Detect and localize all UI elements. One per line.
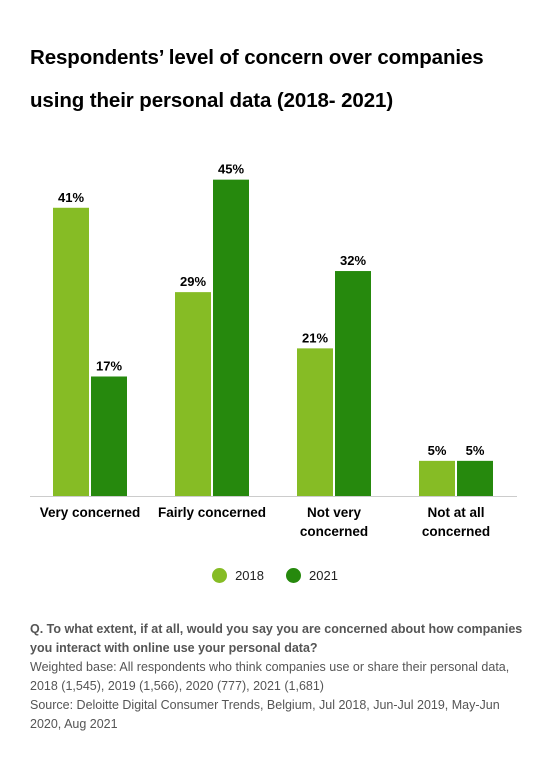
- data-label-2021-1: 45%: [218, 162, 244, 177]
- category-label-2-line-0: Not very: [307, 505, 362, 520]
- category-label-0-line-0: Very concerned: [40, 505, 141, 520]
- bar-2018-3: [419, 460, 455, 496]
- legend-item-2021[interactable]: 2021: [286, 568, 338, 583]
- data-label-2021-3: 5%: [466, 443, 485, 458]
- bar-2021-3: [457, 460, 493, 496]
- bar-2018-2: [297, 348, 333, 496]
- data-label-2018-1: 29%: [180, 274, 206, 289]
- bar-chart: 41% 17% Very concerned 29% 45% Fairly concern…: [30, 162, 517, 539]
- data-label-2018-3: 5%: [428, 443, 447, 458]
- chart-legend: 2018 2021: [0, 568, 550, 583]
- legend-label-2021: 2021: [309, 568, 338, 583]
- bar-2018-0: [53, 207, 89, 496]
- legend-label-2018: 2018: [235, 568, 264, 583]
- category-label-3-line-1: concerned: [422, 524, 490, 539]
- data-label-2018-0: 41%: [58, 190, 84, 205]
- footnote: Q. To what extent, if at all, would you …: [30, 620, 525, 734]
- bar-2021-0: [91, 376, 127, 496]
- weighted-base: Weighted base: All respondents who think…: [30, 660, 510, 693]
- legend-swatch-2018: [212, 568, 228, 583]
- legend-item-2018[interactable]: 2018: [212, 568, 264, 583]
- category-label-3-line-0: Not at all: [427, 505, 484, 520]
- chart-title: Respondents’ level of concern over compa…: [30, 46, 484, 112]
- survey-question: Q. To what extent, if at all, would you …: [30, 622, 523, 655]
- data-label-2018-2: 21%: [302, 330, 328, 345]
- category-label-2-line-1: concerned: [300, 524, 368, 539]
- data-label-2021-0: 17%: [96, 358, 122, 373]
- source-note: Source: Deloitte Digital Consumer Trends…: [30, 698, 500, 731]
- data-label-2021-2: 32%: [340, 253, 366, 268]
- bar-2021-1: [213, 179, 249, 496]
- bar-2021-2: [335, 271, 371, 496]
- category-label-1-line-0: Fairly concerned: [158, 505, 266, 520]
- bar-2018-1: [175, 292, 211, 496]
- legend-swatch-2021: [286, 568, 301, 583]
